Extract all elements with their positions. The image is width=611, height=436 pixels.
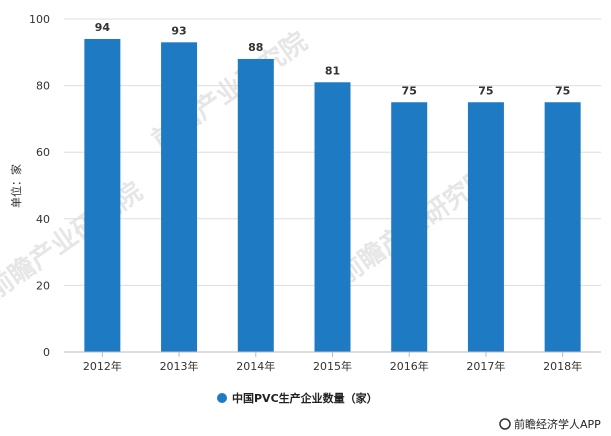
y-axis-label: 单位：家 — [9, 164, 23, 208]
data-label: 94 — [95, 21, 111, 34]
bar-series — [84, 38, 581, 353]
y-axis-ticks: 0 20 40 60 80 100 — [29, 13, 50, 359]
y-tick-label: 60 — [36, 146, 50, 159]
y-tick-label: 100 — [29, 13, 50, 26]
bar — [544, 102, 581, 352]
data-label: 75 — [402, 84, 417, 97]
x-tick-label: 2013年 — [160, 359, 199, 373]
y-tick-label: 80 — [36, 80, 50, 93]
legend[interactable]: 中国PVC生产企业数量（家） — [217, 391, 378, 405]
y-tick-label: 40 — [36, 213, 50, 226]
bar — [84, 38, 121, 352]
data-label: 93 — [171, 24, 186, 37]
x-tick-label: 2017年 — [466, 359, 505, 373]
source-note: 前瞻经济学人APP — [499, 417, 601, 431]
x-tick-label: 2016年 — [390, 359, 429, 373]
x-axis-ticks: 2012年 2013年 2014年 2015年 2016年 2017年 2018年 — [83, 352, 582, 373]
bar — [391, 102, 428, 352]
x-tick-label: 2015年 — [313, 359, 352, 373]
bar — [314, 82, 351, 353]
x-tick-label: 2012年 — [83, 359, 122, 373]
bar — [161, 42, 198, 353]
data-labels: 94 93 88 81 75 75 75 — [95, 21, 571, 97]
data-label: 81 — [325, 64, 340, 77]
data-label: 75 — [555, 84, 570, 97]
legend-swatch — [217, 393, 227, 403]
bar — [467, 102, 504, 352]
y-tick-label: 20 — [36, 279, 50, 292]
legend-label: 中国PVC生产企业数量（家） — [232, 391, 378, 405]
data-label: 88 — [248, 41, 263, 54]
logo-icon — [499, 418, 511, 430]
x-tick-label: 2014年 — [236, 359, 275, 373]
bar — [237, 58, 274, 353]
x-tick-label: 2018年 — [543, 359, 582, 373]
y-tick-label: 0 — [43, 346, 50, 359]
data-label: 75 — [478, 84, 493, 97]
source-text: 前瞻经济学人APP — [514, 417, 601, 431]
